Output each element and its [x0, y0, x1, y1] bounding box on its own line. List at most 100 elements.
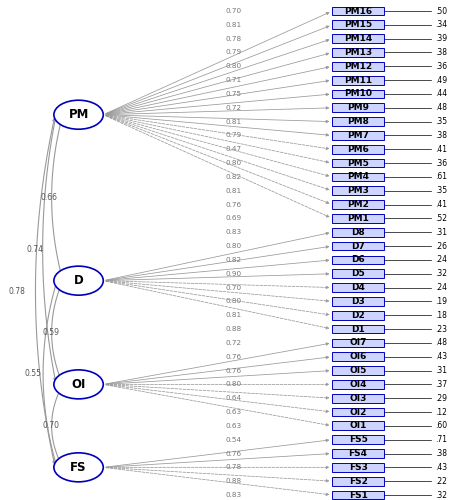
Text: .19: .19 [436, 297, 448, 306]
FancyBboxPatch shape [332, 34, 384, 43]
Text: 0.78: 0.78 [225, 464, 242, 470]
Text: 0.74: 0.74 [27, 245, 44, 254]
Text: 0.80: 0.80 [225, 64, 242, 70]
Text: .60: .60 [436, 422, 448, 430]
Ellipse shape [54, 370, 103, 399]
Text: .32: .32 [436, 490, 448, 500]
Text: PM2: PM2 [347, 200, 369, 209]
Text: 0.59: 0.59 [43, 328, 60, 337]
Text: 0.70: 0.70 [225, 284, 242, 290]
Text: 0.80: 0.80 [225, 243, 242, 249]
Text: 0.76: 0.76 [225, 450, 242, 456]
FancyBboxPatch shape [332, 380, 384, 388]
Text: PM16: PM16 [344, 6, 372, 16]
Text: 0.83: 0.83 [225, 492, 242, 498]
Text: OI2: OI2 [349, 408, 367, 416]
Text: .18: .18 [436, 310, 447, 320]
Text: 0.75: 0.75 [225, 91, 242, 97]
Text: .29: .29 [436, 394, 448, 402]
Text: 0.90: 0.90 [225, 270, 242, 276]
FancyBboxPatch shape [332, 463, 384, 471]
Text: PM15: PM15 [344, 20, 372, 30]
FancyBboxPatch shape [332, 436, 384, 444]
Ellipse shape [54, 266, 103, 295]
Text: 0.80: 0.80 [225, 298, 242, 304]
Text: .50: .50 [436, 6, 448, 16]
Text: .49: .49 [436, 76, 448, 84]
FancyBboxPatch shape [332, 283, 384, 292]
Ellipse shape [54, 453, 103, 482]
FancyBboxPatch shape [332, 20, 384, 29]
Text: 0.66: 0.66 [40, 193, 57, 202]
FancyBboxPatch shape [332, 214, 384, 223]
Text: D3: D3 [351, 297, 365, 306]
Text: PM: PM [68, 108, 89, 121]
FancyBboxPatch shape [332, 270, 384, 278]
Text: .38: .38 [436, 449, 448, 458]
Ellipse shape [54, 100, 103, 129]
FancyBboxPatch shape [332, 297, 384, 306]
FancyBboxPatch shape [332, 172, 384, 182]
Text: .48: .48 [436, 338, 448, 347]
Text: 0.76: 0.76 [225, 354, 242, 360]
Text: D7: D7 [351, 242, 365, 250]
Text: .35: .35 [436, 186, 448, 196]
FancyBboxPatch shape [332, 242, 384, 250]
Text: D5: D5 [351, 269, 365, 278]
Text: OI3: OI3 [349, 394, 367, 402]
FancyBboxPatch shape [332, 449, 384, 458]
Text: .38: .38 [436, 48, 448, 57]
Text: .23: .23 [436, 324, 448, 334]
Text: 0.55: 0.55 [25, 370, 42, 378]
FancyBboxPatch shape [332, 48, 384, 57]
Text: OI: OI [71, 378, 86, 391]
Text: .61: .61 [436, 172, 448, 182]
FancyBboxPatch shape [332, 394, 384, 402]
FancyBboxPatch shape [332, 6, 384, 16]
Text: D8: D8 [351, 228, 365, 237]
Text: FS2: FS2 [348, 476, 368, 486]
Text: 0.80: 0.80 [225, 160, 242, 166]
FancyBboxPatch shape [332, 76, 384, 84]
Text: .26: .26 [436, 242, 448, 250]
FancyBboxPatch shape [332, 422, 384, 430]
FancyBboxPatch shape [332, 408, 384, 416]
FancyBboxPatch shape [332, 158, 384, 168]
Text: PM11: PM11 [344, 76, 372, 84]
Text: 0.88: 0.88 [225, 326, 242, 332]
Text: 0.83: 0.83 [225, 230, 242, 235]
Text: 0.78: 0.78 [9, 286, 26, 296]
Text: .52: .52 [436, 214, 448, 223]
Text: .32: .32 [436, 269, 448, 278]
Text: OI5: OI5 [349, 366, 367, 375]
FancyBboxPatch shape [332, 338, 384, 347]
Text: 0.78: 0.78 [225, 36, 242, 42]
Text: 0.72: 0.72 [225, 340, 242, 346]
Text: FS5: FS5 [348, 435, 368, 444]
FancyBboxPatch shape [332, 324, 384, 334]
Text: .22: .22 [436, 476, 447, 486]
Text: 0.70: 0.70 [225, 8, 242, 14]
Text: D2: D2 [351, 310, 365, 320]
Text: .31: .31 [436, 228, 448, 237]
FancyBboxPatch shape [332, 311, 384, 320]
Text: .31: .31 [436, 366, 448, 375]
Text: FS1: FS1 [348, 490, 368, 500]
Text: FS3: FS3 [348, 463, 368, 472]
Text: PM7: PM7 [347, 131, 369, 140]
FancyBboxPatch shape [332, 366, 384, 375]
Text: 0.70: 0.70 [43, 422, 60, 430]
Text: 0.82: 0.82 [225, 257, 242, 263]
Text: OI6: OI6 [349, 352, 367, 361]
Text: 0.81: 0.81 [225, 22, 242, 28]
Text: 0.54: 0.54 [225, 436, 242, 442]
Text: .37: .37 [436, 380, 448, 389]
Text: .39: .39 [436, 34, 448, 43]
FancyBboxPatch shape [332, 256, 384, 264]
Text: PM6: PM6 [347, 145, 369, 154]
Text: OI4: OI4 [349, 380, 367, 389]
Text: PM13: PM13 [344, 48, 372, 57]
Text: OI1: OI1 [349, 422, 367, 430]
FancyBboxPatch shape [332, 145, 384, 154]
FancyBboxPatch shape [332, 131, 384, 140]
